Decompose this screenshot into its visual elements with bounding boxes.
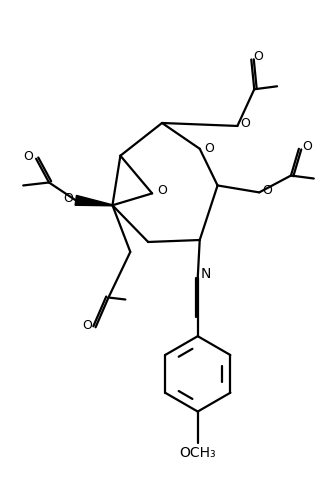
Text: O: O: [205, 142, 214, 155]
Text: O: O: [302, 140, 312, 153]
Text: O: O: [157, 184, 167, 197]
Text: O: O: [253, 50, 263, 63]
Text: OCH₃: OCH₃: [179, 446, 216, 460]
Text: N: N: [200, 267, 211, 281]
Text: O: O: [262, 184, 272, 197]
Text: O: O: [83, 319, 93, 332]
Text: O: O: [63, 192, 73, 205]
Polygon shape: [75, 195, 113, 206]
Text: O: O: [23, 150, 33, 163]
Text: O: O: [240, 118, 250, 131]
